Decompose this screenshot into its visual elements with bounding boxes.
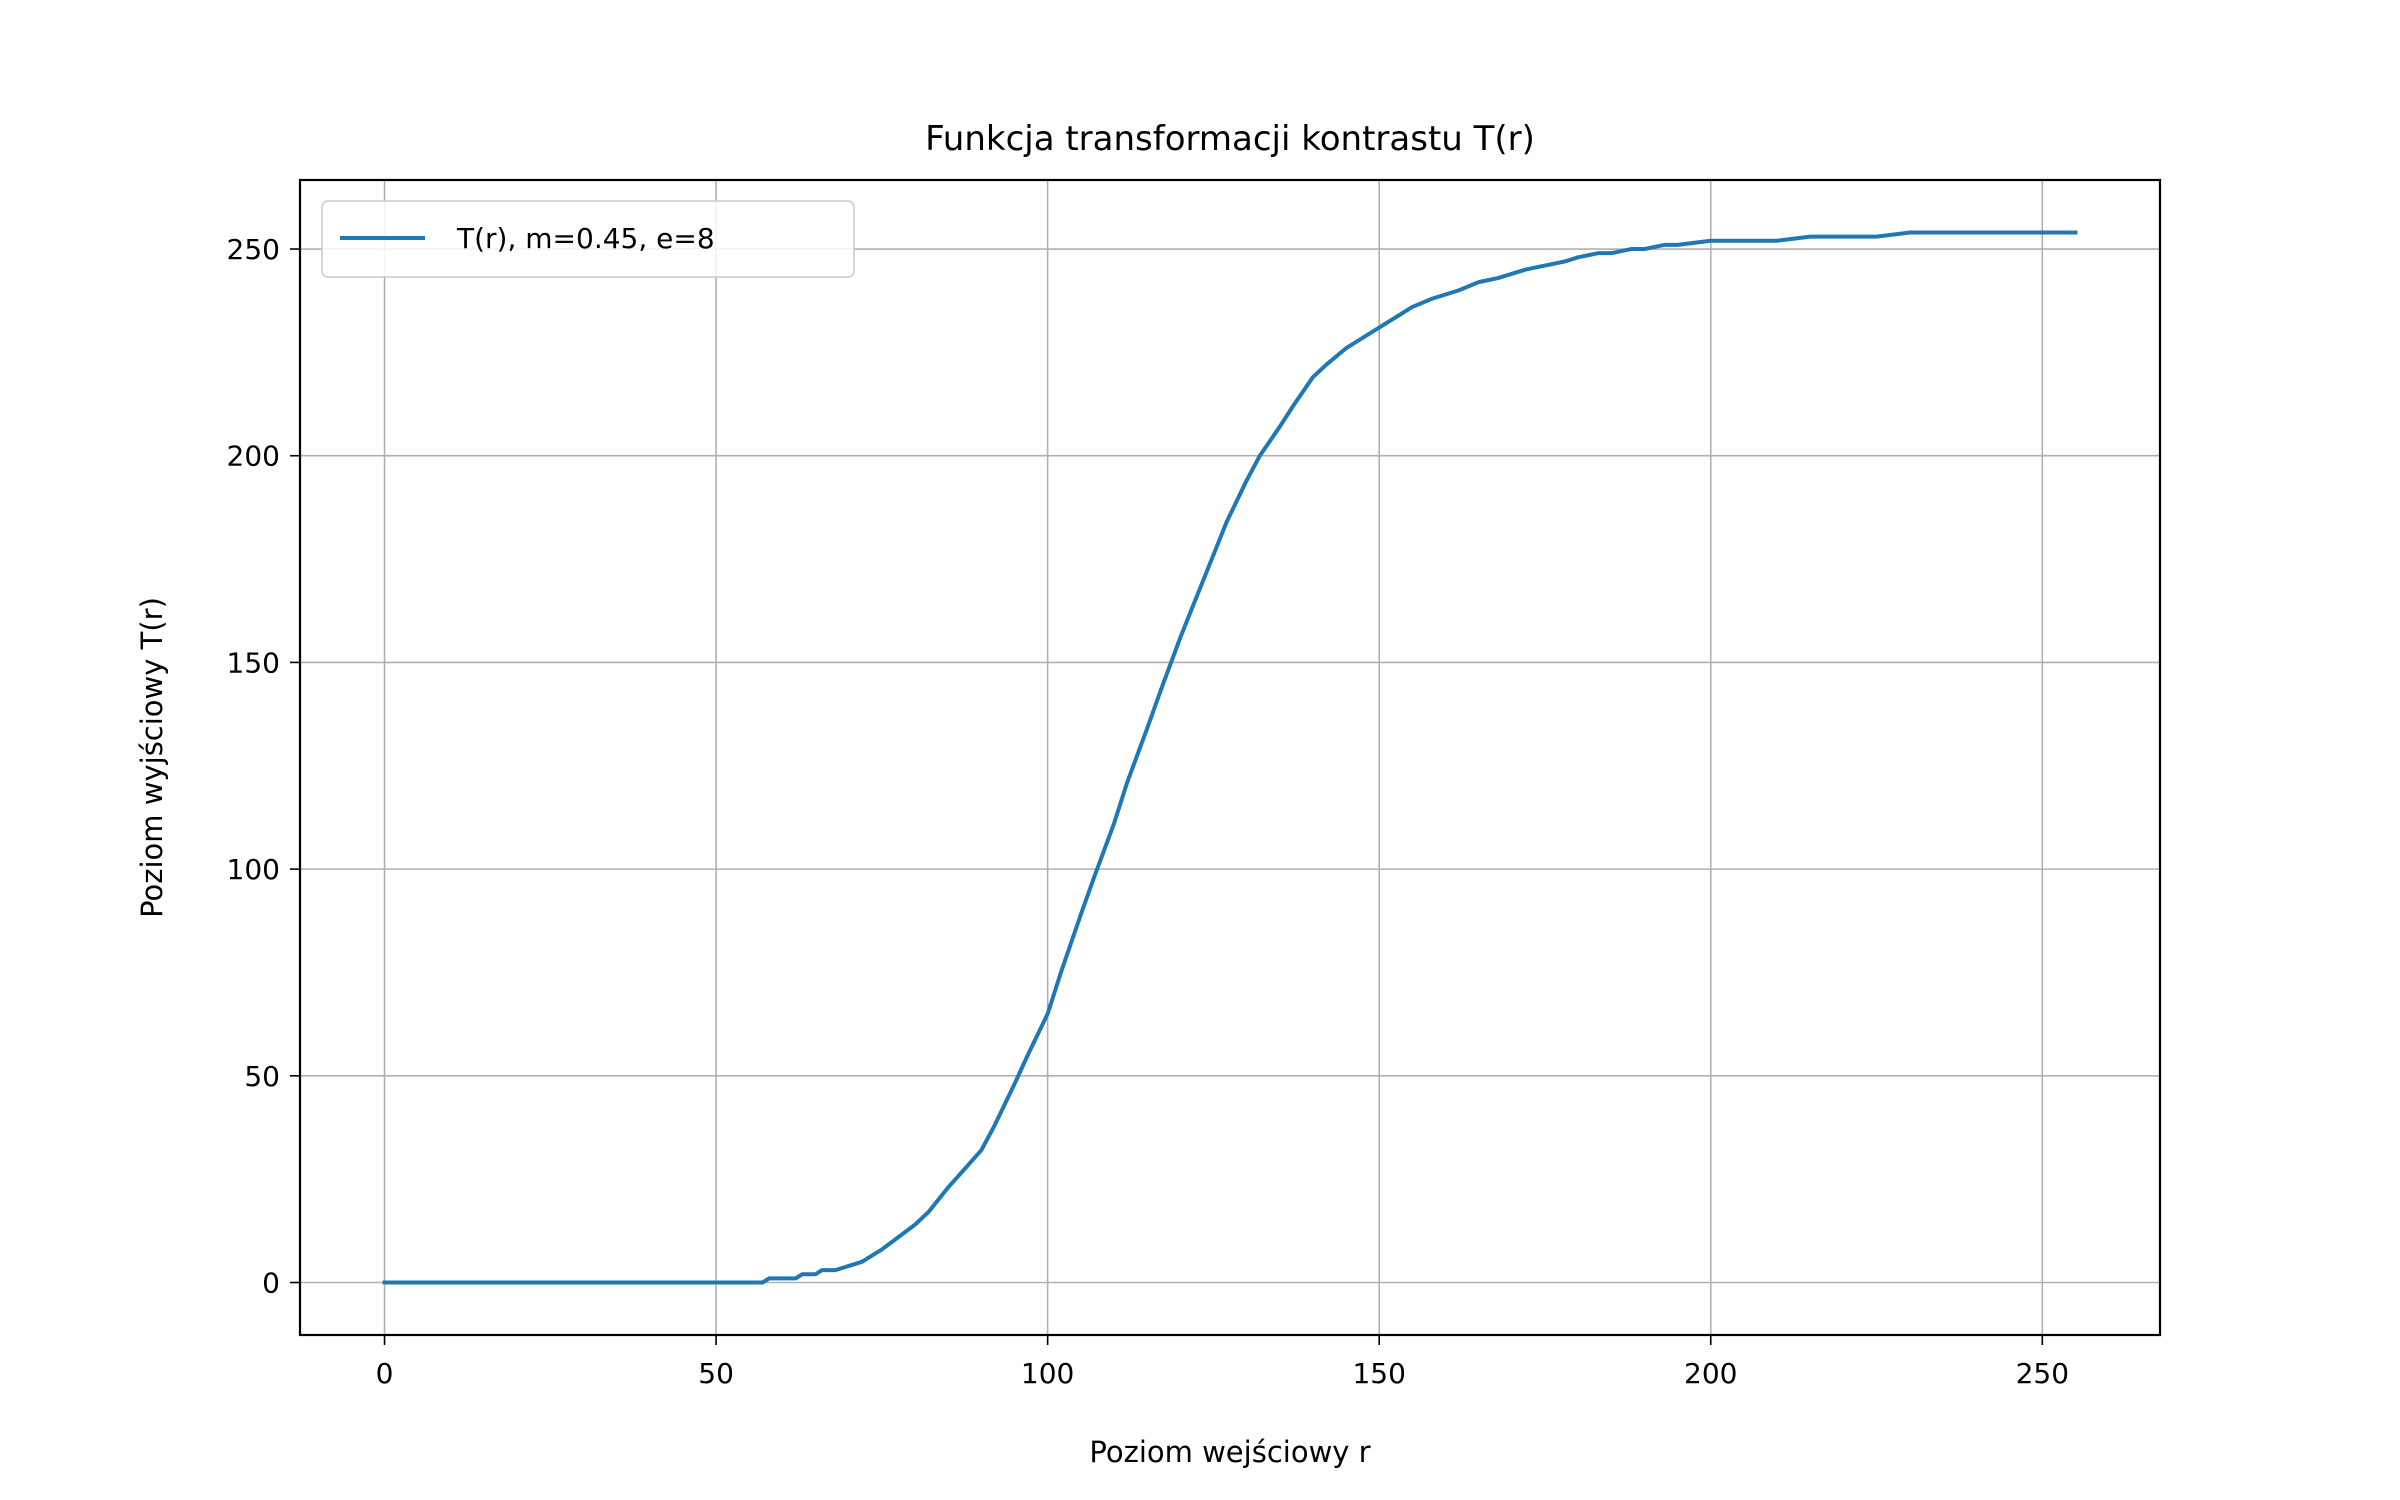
legend: T(r), m=0.45, e=8 [321, 200, 855, 278]
legend-box [321, 200, 855, 278]
x-tick-label: 200 [1684, 1357, 1737, 1390]
grid [300, 180, 2160, 1335]
x-tick-label: 0 [376, 1357, 394, 1390]
ticks: 0 50 100 150 200 250 0 50 100 150 200 250 [227, 233, 2069, 1390]
plot-frame [298, 178, 2162, 1337]
x-tick-label: 250 [2016, 1357, 2069, 1390]
legend-label: T(r), m=0.45, e=8 [456, 222, 715, 255]
x-axis-label: Poziom wejściowy r [1089, 1435, 1370, 1469]
y-tick-label: 250 [227, 233, 280, 266]
y-tick-label: 0 [262, 1267, 280, 1300]
y-tick-label: 100 [227, 853, 280, 886]
y-tick-label: 150 [227, 646, 280, 679]
x-tick-label: 100 [1021, 1357, 1074, 1390]
y-tick-label: 50 [244, 1060, 280, 1093]
series-layer [382, 230, 2078, 1285]
x-tick-label: 50 [698, 1357, 734, 1390]
series-line [382, 230, 2078, 1285]
y-axis-label: Poziom wyjściowy T(r) [135, 597, 169, 918]
x-tick-label: 150 [1352, 1357, 1405, 1390]
chart-title: Funkcja transformacji kontrastu T(r) [925, 119, 1535, 159]
y-tick-label: 200 [227, 440, 280, 473]
